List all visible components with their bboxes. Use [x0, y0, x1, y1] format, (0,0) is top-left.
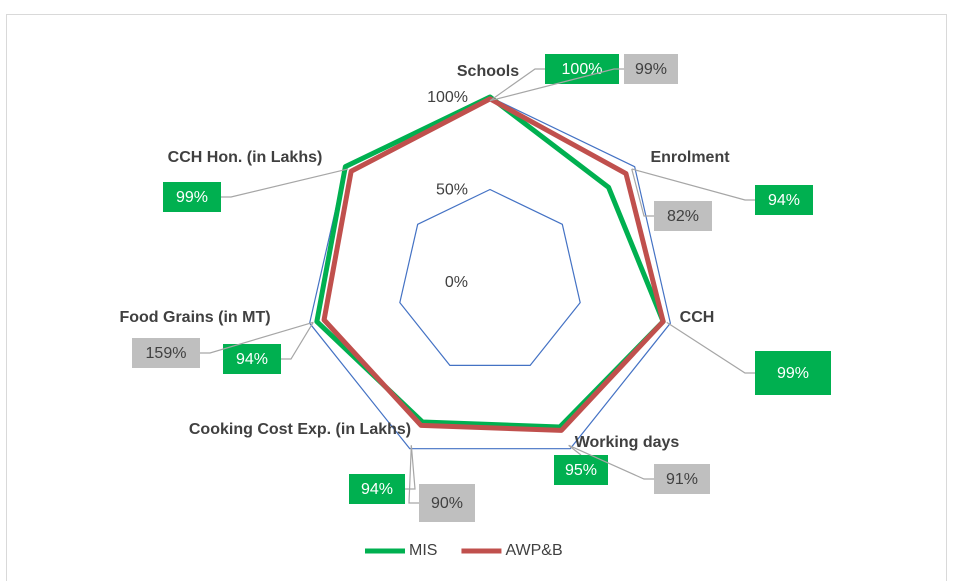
label-box [223, 344, 281, 374]
leader-line [666, 321, 755, 374]
leader-line [221, 168, 349, 198]
label-box [654, 464, 710, 494]
label-box [163, 182, 221, 212]
leader-line [631, 168, 755, 201]
category-label: CCH [680, 309, 715, 326]
label-box [132, 338, 200, 368]
series-line [321, 96, 666, 433]
label-text: 94% [236, 351, 268, 368]
label-box [419, 484, 475, 522]
label-box [755, 351, 831, 395]
category-label: Working days [575, 434, 680, 451]
label-text: 94% [768, 192, 800, 209]
label-text: 99% [176, 189, 208, 206]
label-text: 91% [666, 471, 698, 488]
leader-line [489, 68, 545, 102]
leader-line [568, 444, 654, 480]
legend-label: MIS [409, 542, 437, 559]
grid-ring [399, 188, 581, 366]
label-box [545, 54, 619, 84]
label-box [654, 201, 712, 231]
label-text: 159% [146, 345, 187, 362]
series-line [314, 94, 666, 430]
chart-border [6, 14, 947, 581]
category-label: Cooking Cost Exp. (in Lakhs) [189, 421, 411, 438]
r-tick-label: 50% [436, 182, 468, 199]
label-box [554, 455, 608, 485]
leader-line [631, 168, 654, 217]
category-label: Enrolment [650, 149, 730, 166]
label-text: 94% [361, 481, 393, 498]
leader-line [568, 444, 582, 456]
label-box [624, 54, 678, 84]
leader-line [281, 322, 314, 360]
r-tick-label: 0% [445, 274, 468, 291]
label-text: 95% [565, 462, 597, 479]
label-text: 99% [777, 365, 809, 382]
category-label: Food Grains (in MT) [119, 309, 270, 326]
category-label: Schools [457, 63, 519, 80]
category-label: CCH Hon. (in Lakhs) [168, 149, 323, 166]
label-box [349, 474, 405, 504]
leader-line [489, 68, 624, 102]
leader-line [408, 445, 419, 504]
label-text: 100% [562, 61, 603, 78]
label-text: 90% [431, 495, 463, 512]
legend-label: AWP&B [505, 542, 562, 559]
leader-line [200, 321, 314, 354]
label-text: 82% [667, 208, 699, 225]
label-text: 99% [635, 61, 667, 78]
leader-line [405, 445, 416, 490]
r-tick-label: 100% [427, 89, 468, 106]
label-box [755, 185, 813, 215]
